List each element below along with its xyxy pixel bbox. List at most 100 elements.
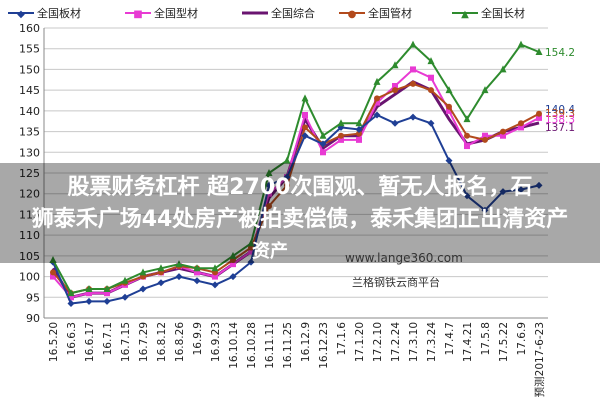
x-tick-label: 17.4.21 — [462, 322, 474, 362]
data-point — [103, 285, 111, 292]
data-point — [428, 74, 434, 81]
data-point — [194, 269, 200, 276]
x-tick-label: 16.11.25 — [282, 322, 294, 369]
legend-label: 全国管材 — [368, 7, 412, 20]
y-tick-label: 130 — [19, 146, 40, 159]
data-point — [481, 86, 489, 94]
y-tick-label: 115 — [19, 208, 40, 221]
y-tick-label: 145 — [19, 84, 40, 97]
x-tick-label: 16.6.17 — [84, 322, 96, 362]
data-point — [409, 40, 417, 48]
svg-text:●: ● — [348, 9, 357, 19]
data-point — [499, 188, 507, 196]
legend-swatch-icon: ▲ — [452, 9, 478, 19]
x-tick-label: 16.12.9 — [300, 322, 312, 362]
svg-text:■: ■ — [133, 9, 142, 19]
data-point — [68, 294, 74, 301]
data-point — [85, 285, 93, 292]
data-point — [212, 273, 218, 280]
data-point — [302, 112, 308, 118]
data-point — [319, 131, 327, 139]
data-point — [139, 268, 147, 276]
y-tick-label: 150 — [19, 63, 40, 76]
x-tick-label: 16.7.1 — [102, 322, 114, 355]
series-line — [52, 43, 540, 295]
data-point — [301, 94, 309, 102]
x-tick-label: 17.3.24 — [426, 322, 438, 362]
data-point — [410, 80, 416, 87]
legend-swatch-icon — [242, 11, 268, 15]
end-value-label: 140.4 — [545, 104, 575, 116]
data-point — [121, 293, 129, 301]
legend-swatch-icon: ◆ — [8, 9, 34, 19]
end-value-label: 154.2 — [545, 47, 575, 59]
data-point — [229, 273, 237, 281]
x-tick-label: 16.7.29 — [138, 322, 150, 362]
data-point — [337, 119, 345, 127]
data-point — [283, 156, 291, 164]
y-tick-label: 90 — [26, 312, 40, 325]
x-tick-label: 17.1.6 — [336, 322, 348, 356]
x-tick-label: 17.5.8 — [480, 322, 492, 355]
x-tick-label: 16.5.20 — [48, 322, 60, 362]
y-tick-label: 160 — [19, 22, 40, 35]
data-point — [211, 264, 219, 272]
legend-item: ● 全国管材 — [339, 3, 412, 23]
data-point — [265, 169, 273, 176]
x-tick-label: 16.11.11 — [264, 322, 276, 369]
y-tick-label: 95 — [26, 291, 40, 304]
data-point — [230, 261, 236, 268]
legend-item: ▲ 全国长材 — [452, 3, 525, 23]
end-value-label: 138.3 — [545, 114, 575, 126]
data-point — [338, 136, 344, 143]
end-value-label: 137.1 — [545, 122, 575, 134]
data-point — [121, 276, 129, 284]
data-point — [463, 192, 471, 200]
data-point — [445, 86, 453, 94]
data-point — [536, 114, 542, 121]
headline-line-2: 狮泰禾广场44处房产被拍卖偿债，泰禾集团正出清资产 — [31, 207, 569, 232]
x-tick-label: 17.5.22 — [498, 322, 510, 362]
data-point — [193, 277, 201, 285]
legend-item: ■ 全国型材 — [125, 3, 198, 23]
x-tick-label: 16.10.28 — [246, 322, 258, 369]
watermark-url: www.lange360.com — [345, 251, 463, 265]
legend-label: 全国型材 — [154, 7, 198, 20]
x-tick-label: 17.3.10 — [408, 322, 420, 362]
data-point — [67, 289, 75, 297]
x-tick-label: 16.10.14 — [228, 322, 240, 369]
x-tick-label: 17.4.7 — [444, 322, 456, 355]
data-point — [373, 77, 381, 85]
headline-line-1: 股票财务杠杆 超2700次围观、暂无人报名，石 — [67, 175, 533, 200]
data-point — [464, 143, 470, 150]
y-tick-label: 110 — [19, 229, 40, 242]
data-point — [410, 66, 416, 73]
data-point — [211, 281, 219, 289]
data-point — [517, 186, 525, 194]
data-point — [247, 258, 255, 266]
data-point — [392, 87, 398, 94]
data-point — [427, 57, 435, 65]
svg-text:▲: ▲ — [461, 9, 469, 19]
data-point — [355, 119, 363, 127]
chart-grid — [44, 27, 548, 319]
data-point — [356, 130, 362, 137]
data-point — [518, 120, 524, 127]
y-tick-label: 155 — [19, 43, 40, 56]
x-tick-label: 17.2.24 — [390, 322, 402, 362]
y-axis: 90 95 100 105 110 115 120 125 130 135 140 145 150 155… — [19, 22, 45, 325]
data-point — [338, 132, 344, 139]
x-axis: 16.5.20 16.6.3 16.6.17 16.7.1 16.7.15 16.7.29… — [44, 317, 548, 397]
legend-label: 全国长材 — [481, 7, 525, 20]
data-point — [535, 181, 543, 189]
chart-legend: ◆ 全国板材 ■ 全国型材 全国综合 ● 全国管材 ▲ 全国长材 — [0, 3, 600, 23]
data-point — [157, 279, 165, 287]
data-point — [50, 273, 56, 280]
data-point — [283, 173, 291, 181]
y-tick-label: 140 — [19, 105, 40, 118]
y-tick-label: 125 — [19, 167, 40, 180]
data-point — [392, 83, 398, 89]
x-tick-label: 16.8.26 — [174, 322, 186, 362]
watermark-platform: 兰格钢铁云商平台 — [352, 276, 440, 289]
